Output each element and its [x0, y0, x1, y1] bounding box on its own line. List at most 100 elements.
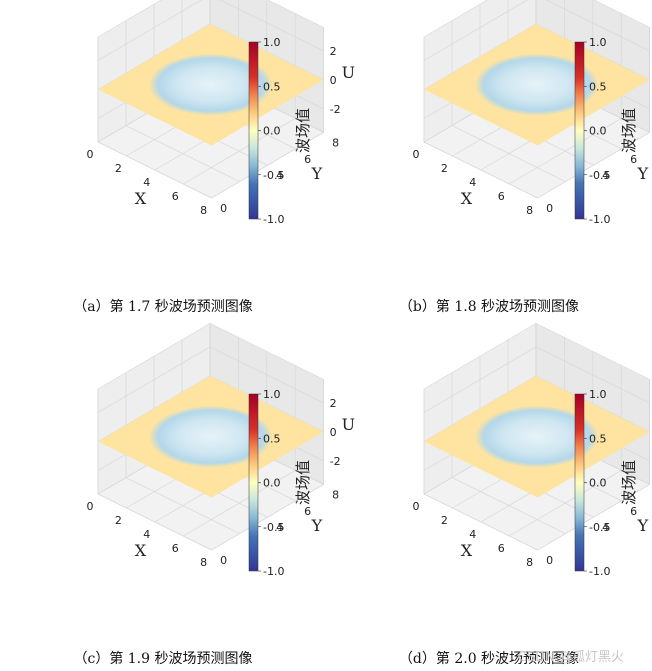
- colorbar-label: 波场值: [294, 108, 312, 153]
- colorbar-tick-label: -1.0: [589, 213, 610, 226]
- colorbar-tick-label: -0.5: [589, 521, 610, 534]
- x-tick-label: 4: [143, 176, 150, 189]
- grid-line-z: [423, 0, 650, 61]
- x-tick-label: 2: [441, 514, 448, 527]
- grid-line-z: [97, 375, 324, 442]
- y-tick-label: 0: [220, 554, 227, 567]
- colorbar: 1.0 0.5 0.0 -0.5 -1.0 波场值: [248, 388, 312, 578]
- x-tick-label: 8: [200, 556, 207, 569]
- y-axis-label: Y: [311, 516, 323, 535]
- colorbar-tick-label: 0.0: [589, 477, 607, 490]
- colorbar-label: 波场值: [294, 460, 312, 505]
- caption-c: （c）第 1.9 秒波场预测图像: [73, 651, 253, 667]
- colorbar-tick-label: 0.0: [589, 125, 607, 138]
- y-tick-label: 6: [304, 153, 311, 166]
- caption-b: （b）第 1.8 秒波场预测图像: [398, 299, 580, 315]
- colorbar-tick-label: -1.0: [263, 213, 284, 226]
- caption-d: （d）第 2.0 秒波场预测图像: [398, 651, 580, 667]
- y-tick-label: 4: [602, 169, 609, 182]
- colorbar-label: 波场值: [620, 460, 638, 505]
- x-axis-label: X: [461, 541, 473, 560]
- z-tick-label: 0: [330, 426, 337, 439]
- z-axis-label: U: [342, 415, 355, 434]
- surface-well: [148, 405, 273, 468]
- colorbar-tick-label: 1.0: [589, 36, 607, 49]
- surface-well: [474, 53, 599, 116]
- z-tick-label: -2: [330, 455, 341, 468]
- colorbar: 1.0 0.5 0.0 -0.5 -1.0 波场值: [248, 36, 312, 226]
- z-axis-label: U: [342, 63, 355, 82]
- x-tick-label: 0: [87, 500, 94, 513]
- y-tick-label: 8: [332, 136, 339, 149]
- colorbar-tick-label: -0.5: [263, 169, 284, 182]
- x-axis-label: X: [461, 189, 473, 208]
- x-tick-label: 2: [441, 162, 448, 175]
- colorbar-tick-label: -0.5: [263, 521, 284, 534]
- grid-line-x: [537, 484, 650, 551]
- grid-line-y: [423, 141, 538, 199]
- colorbar-tick-label: 0.5: [263, 432, 281, 445]
- x-axis: 0 2 4 6 8 X: [413, 148, 534, 217]
- y-axis-label: Y: [637, 164, 649, 183]
- y-tick-label: 8: [332, 488, 339, 501]
- grid-line-x: [509, 470, 622, 537]
- x-tick-label: 0: [413, 500, 420, 513]
- colorbar-tick-label: 0.0: [263, 477, 281, 490]
- y-tick-label: 0: [546, 202, 553, 215]
- x-tick-label: 6: [498, 542, 505, 555]
- x-axis-label: X: [135, 189, 147, 208]
- y-tick-label: 4: [602, 521, 609, 534]
- z-tick-label: 2: [330, 397, 337, 410]
- surface-well: [148, 53, 273, 116]
- y-tick-label: 6: [304, 505, 311, 518]
- z-tick-label: -2: [330, 103, 341, 116]
- colorbar-tick-label: 0.0: [263, 125, 281, 138]
- colorbar-tick-label: 1.0: [263, 36, 281, 49]
- grid-line-x: [509, 118, 622, 185]
- x-tick-label: 2: [115, 514, 122, 527]
- x-tick-label: 4: [469, 528, 476, 541]
- z-axis: 2 0 -2 U: [330, 45, 355, 116]
- colorbar-label: 波场值: [620, 108, 638, 153]
- x-tick-label: 2: [115, 162, 122, 175]
- colorbar-gradient: [248, 393, 259, 572]
- x-axis: 0 2 4 6 8 X: [87, 500, 208, 569]
- colorbar-tick-label: 0.5: [263, 80, 281, 93]
- grid-line-x: [183, 118, 296, 185]
- z-tick-label: 0: [330, 74, 337, 87]
- colorbar-gradient: [248, 41, 259, 220]
- x-tick-label: 6: [498, 190, 505, 203]
- x-tick-label: 8: [200, 204, 207, 217]
- x-axis: 0 2 4 6 8 X: [413, 500, 534, 569]
- grid-line-x: [211, 484, 324, 551]
- grid-line-z: [423, 346, 650, 413]
- grid-line-y: [423, 493, 538, 551]
- colorbar-tick-label: 1.0: [263, 388, 281, 401]
- caption-a: （a）第 1.7 秒波场预测图像: [73, 299, 253, 315]
- x-tick-label: 6: [172, 542, 179, 555]
- colorbar-tick-label: 0.5: [589, 80, 607, 93]
- grid-line-x: [183, 470, 296, 537]
- x-tick-label: 8: [526, 204, 533, 217]
- grid-line-z: [423, 375, 650, 442]
- y-axis-label: Y: [637, 516, 649, 535]
- colorbar: 1.0 0.5 0.0 -0.5 -1.0 波场值: [574, 388, 638, 578]
- y-tick-label: 0: [220, 202, 227, 215]
- x-tick-label: 8: [526, 556, 533, 569]
- y-tick-label: 4: [276, 521, 283, 534]
- grid-line-z: [97, 0, 324, 61]
- colorbar-gradient: [574, 393, 585, 572]
- grid-line-z: [97, 346, 324, 413]
- x-axis: 0 2 4 6 8 X: [87, 148, 208, 217]
- colorbar-tick-label: -0.5: [589, 169, 610, 182]
- grid-line-x: [211, 132, 324, 199]
- y-tick-label: 6: [630, 153, 637, 166]
- colorbar-tick-label: 0.5: [589, 432, 607, 445]
